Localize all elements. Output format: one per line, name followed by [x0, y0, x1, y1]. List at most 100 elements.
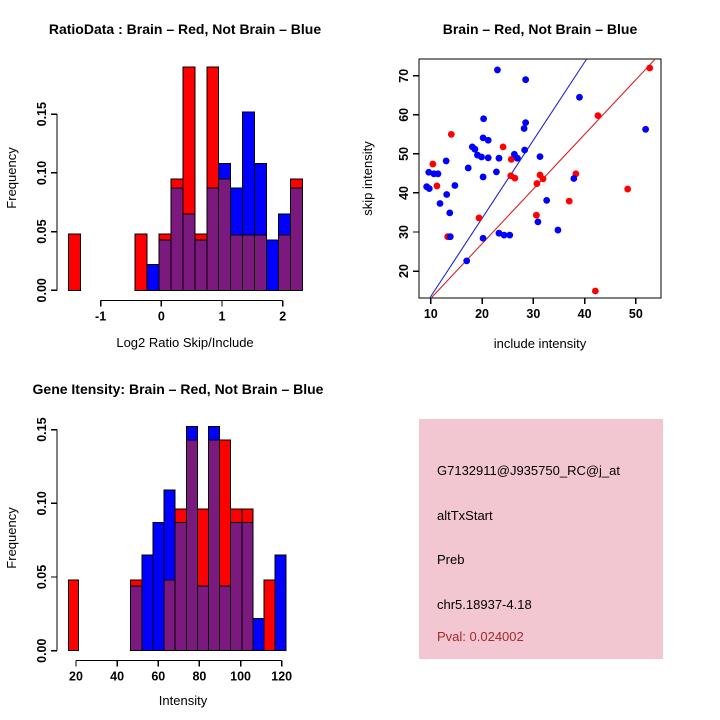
hist-bar-red [130, 579, 143, 587]
hist-bar-blue [218, 163, 232, 180]
x-tick-label: 60 [151, 670, 165, 684]
hist-bar-red [289, 178, 303, 189]
y-tick-label: 0.10 [35, 161, 49, 185]
hist-bar-overlap [219, 585, 232, 652]
x-tick-label: 40 [110, 670, 124, 684]
hist-bar-red [67, 233, 81, 291]
y-tick-label: 0.10 [35, 491, 49, 515]
hist-bar-blue [242, 111, 256, 236]
scatter-point-red [565, 197, 573, 205]
scatter-point-red [511, 174, 519, 182]
probe-info-panel: G7132911@J935750_RC@j_at altTxStart Preb ch… [419, 419, 663, 659]
hist-bar-blue [274, 554, 287, 652]
x-axis-label: include intensity [494, 336, 587, 351]
scatter-point-blue [425, 185, 433, 193]
info-line: altTxStart [437, 508, 493, 523]
scatter-point-blue [484, 154, 492, 162]
info-line: G7132911@J935750_RC@j_at [437, 463, 620, 478]
hist-bar-overlap [218, 178, 232, 291]
y-tick-label: 60 [397, 108, 411, 122]
x-tick-label: 1 [219, 310, 226, 324]
gene-intensity-histogram-panel: Gene Itensity: Brain – Red, Not Brain – … [4, 381, 324, 708]
hist-bar-blue [152, 521, 165, 652]
scatter-point-blue [521, 146, 529, 154]
info-background [419, 419, 663, 659]
scatter-point-red [507, 155, 515, 163]
scatter-point-blue [570, 175, 578, 182]
ratio-histogram-panel: RatioData : Brain – Red, Not Brain – Blu… [4, 21, 321, 350]
y-tick-label: 0.00 [35, 638, 49, 662]
hist-bar-red [67, 579, 79, 652]
scatter-point-red [533, 180, 541, 187]
hist-bar-blue [230, 187, 244, 236]
scatter-point-blue [514, 154, 521, 162]
y-tick-label: 40 [397, 186, 411, 200]
hist-bar-red [158, 233, 172, 241]
scatter-point-red [646, 64, 654, 72]
y-axis-label: Frequency [4, 147, 19, 209]
scatter-point-blue [451, 182, 459, 189]
plot-box [418, 58, 662, 299]
hist-bar-blue [207, 426, 221, 441]
hist-bar-red [182, 66, 196, 215]
hist-bar-blue [141, 554, 154, 652]
hist-bar-red [241, 508, 254, 523]
scatter-point-blue [576, 93, 583, 101]
hist-bar-overlap [158, 239, 172, 291]
hist-bar-blue [254, 163, 268, 236]
scatter-point-red [594, 112, 602, 120]
scatter-point-blue [446, 209, 454, 217]
hist-bar-overlap [130, 585, 143, 652]
scatter-point-blue [478, 153, 485, 161]
scatter-point-red [429, 160, 437, 168]
y-tick-label: 0.05 [35, 565, 49, 589]
info-line: Preb [437, 552, 464, 567]
y-tick-label: 0.15 [35, 417, 49, 441]
hist-bar-red [196, 508, 209, 587]
x-tick-label: 40 [578, 307, 592, 321]
info-line: chr5.18937-4.18 [437, 597, 532, 612]
hist-bar-red [174, 508, 187, 523]
x-tick-label: 20 [69, 670, 83, 684]
scatter-point-blue [520, 125, 528, 132]
hist-bar-overlap [289, 187, 303, 291]
hist-bar-overlap [206, 187, 220, 291]
y-tick-label: 30 [397, 225, 411, 239]
x-tick-label: 0 [158, 310, 165, 324]
hist-bar-overlap [182, 213, 196, 291]
chart-title: Gene Itensity: Brain – Red, Not Brain – … [33, 381, 324, 397]
scatter-point-red [433, 182, 441, 190]
scatter-point-blue [495, 154, 503, 162]
scatter-point-blue [425, 168, 433, 176]
scatter-point-blue [534, 218, 542, 226]
not-brain-fit-line [429, 58, 588, 299]
hist-bar-overlap [194, 239, 208, 291]
scatter-point-blue [522, 119, 530, 127]
x-tick-label: 50 [629, 307, 643, 321]
hist-bar-overlap [230, 521, 243, 652]
scatter-point-blue [479, 234, 487, 242]
y-tick-label: 0.05 [35, 219, 49, 243]
hist-bar-overlap [170, 187, 184, 291]
scatter-point-blue [543, 196, 551, 204]
scatter-point-blue [479, 173, 487, 181]
y-axis-label: skip intensity [360, 141, 375, 216]
y-tick-label: 20 [397, 264, 411, 278]
x-tick-label: 10 [424, 307, 438, 321]
x-tick-label: 100 [230, 670, 251, 684]
hist-bar-red [134, 233, 148, 291]
y-tick-label: 70 [397, 69, 411, 83]
scatter-point-blue [480, 115, 488, 123]
scatter-point-red [447, 130, 455, 138]
x-tick-label: 2 [279, 310, 286, 324]
hist-bar-red [263, 579, 276, 652]
scatter-point-blue [554, 226, 562, 234]
y-axis-label: Frequency [4, 507, 19, 569]
scatter-point-blue [500, 231, 508, 239]
hist-bar-overlap [163, 579, 176, 652]
scatter-point-red [475, 214, 483, 222]
scatter-point-blue [522, 76, 530, 84]
hist-bar-overlap [278, 234, 291, 291]
hist-bar-blue [163, 489, 176, 581]
